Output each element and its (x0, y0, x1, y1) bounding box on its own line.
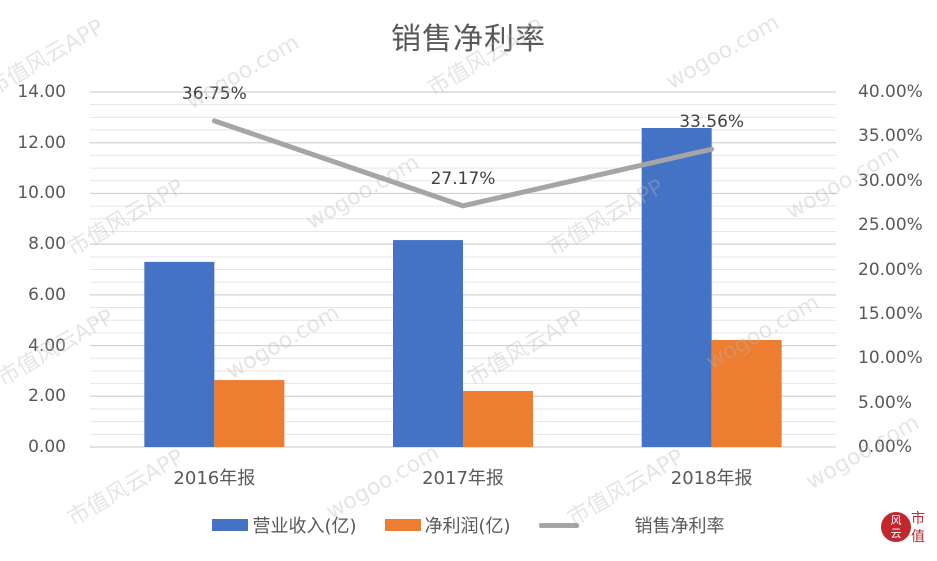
svg-text:值: 值 (911, 529, 925, 545)
legend-item-profit[interactable]: 净利润(亿) (384, 512, 511, 538)
profit-bar (214, 380, 285, 447)
left-axis-tick: 14.00 (17, 82, 66, 102)
legend-label: 净利润(亿) (424, 516, 511, 537)
right-axis-tick: 20.00% (858, 259, 923, 280)
revenue-swatch (212, 519, 249, 531)
legend-label: 销售净利率 (634, 516, 725, 537)
svg-text:风: 风 (891, 514, 902, 527)
left-axis-tick: 6.00 (28, 284, 66, 305)
left-axis-tick: 8.00 (28, 234, 66, 255)
right-axis-tick: 15.00% (858, 303, 923, 324)
margin-line-swatch (538, 522, 579, 528)
right-axis-tick: 30.00% (858, 170, 923, 191)
legend: 营业收入(亿) 净利润(亿) 销售净利率 (0, 512, 937, 538)
logo-icon: 风 云 市 值 (881, 510, 925, 545)
legend-item-margin[interactable]: 销售净利率 (538, 512, 725, 538)
logo: 风 云 市 值 (880, 505, 928, 549)
bar-series (144, 128, 782, 447)
right-axis-tick: 35.00% (858, 126, 923, 147)
legend-label: 营业收入(亿) (252, 516, 357, 537)
revenue-bar (393, 240, 463, 447)
left-axis-tick: 10.00 (17, 183, 66, 204)
right-axis-tick: 25.00% (858, 215, 923, 236)
data-label: 33.56% (679, 112, 745, 133)
legend-item-revenue[interactable]: 营业收入(亿) (212, 512, 357, 538)
profit-swatch (384, 519, 421, 531)
profit-bar (711, 339, 782, 447)
left-axis-tick: 2.00 (28, 386, 66, 407)
x-axis-label: 2018年报 (670, 468, 753, 489)
margin-line (211, 118, 715, 209)
profit-bar (463, 390, 533, 447)
svg-text:市: 市 (911, 510, 925, 527)
revenue-bar (641, 128, 712, 447)
right-axis-tick: 10.00% (858, 348, 923, 369)
x-axis-label: 2017年报 (422, 468, 504, 489)
data-label: 36.75% (181, 83, 247, 104)
chart-title: 销售净利率 (391, 22, 546, 57)
svg-text:云: 云 (891, 527, 902, 540)
right-axis-tick: 0.00% (858, 437, 913, 457)
right-axis-tick: 5.00% (858, 392, 913, 413)
left-axis-tick: 4.00 (28, 335, 66, 356)
revenue-bar (144, 261, 215, 447)
left-axis-tick: 12.00 (17, 132, 66, 153)
data-label: 27.17% (430, 168, 496, 189)
left-axis-tick: 0.00 (28, 437, 66, 457)
x-axis-label: 2016年报 (173, 468, 256, 489)
right-axis-tick: 40.00% (858, 82, 923, 102)
